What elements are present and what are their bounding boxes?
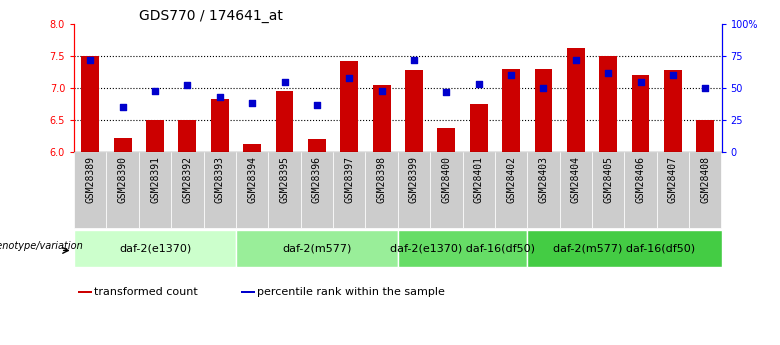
Bar xyxy=(146,120,164,152)
Bar xyxy=(204,152,236,228)
Bar xyxy=(78,290,92,293)
Text: GSM28402: GSM28402 xyxy=(506,156,516,203)
Bar xyxy=(106,152,139,228)
Bar xyxy=(268,152,301,228)
Bar xyxy=(405,70,423,152)
Text: GSM28396: GSM28396 xyxy=(312,156,322,203)
Bar xyxy=(308,139,326,152)
Text: daf-2(e1370) daf-16(df50): daf-2(e1370) daf-16(df50) xyxy=(390,244,535,253)
Point xyxy=(505,72,517,78)
Text: GSM28404: GSM28404 xyxy=(571,156,581,203)
Bar xyxy=(373,85,391,152)
Point xyxy=(473,81,485,87)
Text: GSM28398: GSM28398 xyxy=(377,156,387,203)
Text: percentile rank within the sample: percentile rank within the sample xyxy=(257,287,445,297)
Point xyxy=(537,85,550,91)
Point xyxy=(440,89,452,95)
Point xyxy=(408,57,420,63)
Bar xyxy=(567,48,585,152)
Bar xyxy=(470,104,488,152)
Bar xyxy=(463,152,495,228)
Bar xyxy=(236,230,398,267)
Point xyxy=(310,102,323,107)
Text: GSM28405: GSM28405 xyxy=(603,156,613,203)
Bar xyxy=(431,152,463,228)
Bar xyxy=(114,138,132,152)
Point xyxy=(84,57,97,63)
Bar xyxy=(559,152,592,228)
Point xyxy=(116,104,129,110)
Bar xyxy=(243,144,261,152)
Bar xyxy=(333,152,365,228)
Text: GSM28394: GSM28394 xyxy=(247,156,257,203)
Point xyxy=(375,88,388,93)
Bar xyxy=(398,152,431,228)
Bar xyxy=(275,91,293,152)
Text: daf-2(e1370): daf-2(e1370) xyxy=(119,244,191,253)
Bar xyxy=(365,152,398,228)
Bar xyxy=(211,99,229,152)
Text: GSM28401: GSM28401 xyxy=(473,156,484,203)
Bar xyxy=(179,120,197,152)
Bar xyxy=(241,290,255,293)
Point xyxy=(667,72,679,78)
Bar xyxy=(74,230,236,267)
Bar xyxy=(664,70,682,152)
Bar xyxy=(527,152,559,228)
Bar xyxy=(624,152,657,228)
Text: daf-2(m577): daf-2(m577) xyxy=(282,244,352,253)
Bar xyxy=(599,56,617,152)
Text: GSM28403: GSM28403 xyxy=(538,156,548,203)
Bar xyxy=(534,69,552,152)
Text: transformed count: transformed count xyxy=(94,287,198,297)
Bar xyxy=(632,75,650,152)
Point xyxy=(181,83,193,88)
Point xyxy=(699,85,711,91)
Bar xyxy=(495,152,527,228)
Text: GSM28390: GSM28390 xyxy=(118,156,128,203)
Bar xyxy=(236,152,268,228)
Bar xyxy=(592,152,624,228)
Bar xyxy=(171,152,204,228)
Text: genotype/variation: genotype/variation xyxy=(0,241,83,251)
Text: GSM28391: GSM28391 xyxy=(150,156,160,203)
Text: GSM28400: GSM28400 xyxy=(441,156,452,203)
Bar xyxy=(398,230,527,267)
Text: GSM28395: GSM28395 xyxy=(279,156,289,203)
Point xyxy=(634,79,647,85)
Text: GSM28406: GSM28406 xyxy=(636,156,646,203)
Bar xyxy=(81,56,99,152)
Bar xyxy=(527,230,722,267)
Point xyxy=(602,70,615,76)
Text: GSM28399: GSM28399 xyxy=(409,156,419,203)
Bar xyxy=(689,152,722,228)
Text: GSM28408: GSM28408 xyxy=(700,156,711,203)
Point xyxy=(278,79,291,85)
Text: GSM28389: GSM28389 xyxy=(85,156,95,203)
Text: GSM28397: GSM28397 xyxy=(344,156,354,203)
Bar xyxy=(300,152,333,228)
Point xyxy=(149,88,161,93)
Bar xyxy=(340,61,358,152)
Text: GSM28392: GSM28392 xyxy=(183,156,193,203)
Point xyxy=(569,57,582,63)
Point xyxy=(246,100,258,106)
Bar xyxy=(657,152,689,228)
Point xyxy=(343,75,356,80)
Point xyxy=(214,94,226,100)
Bar xyxy=(697,120,714,152)
Text: GDS770 / 174641_at: GDS770 / 174641_at xyxy=(139,9,282,23)
Bar xyxy=(438,128,456,152)
Text: daf-2(m577) daf-16(df50): daf-2(m577) daf-16(df50) xyxy=(553,244,696,253)
Text: GSM28393: GSM28393 xyxy=(215,156,225,203)
Text: GSM28407: GSM28407 xyxy=(668,156,678,203)
Bar xyxy=(139,152,171,228)
Bar xyxy=(74,152,106,228)
Bar xyxy=(502,69,520,152)
